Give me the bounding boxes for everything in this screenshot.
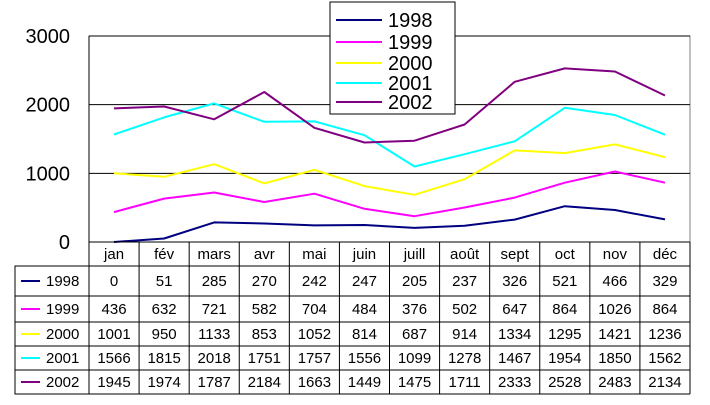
table-cell-value: 704 xyxy=(302,301,327,318)
series-line-1999 xyxy=(113,170,666,218)
table-cell-value: 1236 xyxy=(648,326,681,343)
table-cell-value: 1099 xyxy=(398,350,431,367)
table-cell-value: 864 xyxy=(652,301,677,318)
table-cell-value: 1757 xyxy=(298,350,331,367)
table-cell-value: 1663 xyxy=(298,374,331,391)
category-label-mai: mai xyxy=(302,246,326,263)
table-cell-value: 521 xyxy=(552,273,577,290)
table-cell-value: 1475 xyxy=(398,374,431,391)
category-label-avr: avr xyxy=(254,246,275,263)
table-cell-value: 1945 xyxy=(97,374,130,391)
table-cell-value: 1295 xyxy=(548,326,581,343)
table-cell-value: 436 xyxy=(102,301,127,318)
series-line-2001 xyxy=(113,102,666,168)
table-cell-value: 1449 xyxy=(348,374,381,391)
category-label-déc: déc xyxy=(653,246,678,263)
y-tick-label-0: 0 xyxy=(59,232,70,254)
table-cell-value: 1334 xyxy=(498,326,531,343)
table-cell-value: 1556 xyxy=(348,350,381,367)
category-label-juill: juill xyxy=(403,246,426,263)
table-cell-value: 466 xyxy=(602,273,627,290)
table-cell-value: 502 xyxy=(452,301,477,318)
table-cell-value: 1566 xyxy=(97,350,130,367)
table-series-label-1998: 1998 xyxy=(46,273,79,290)
y-tick-label-2000: 2000 xyxy=(26,95,71,117)
table-cell-value: 1052 xyxy=(298,326,331,343)
table-cell-value: 0 xyxy=(110,273,118,290)
y-tick-label-3000: 3000 xyxy=(26,26,71,48)
table-cell-value: 205 xyxy=(402,273,427,290)
legend-label-2002: 2002 xyxy=(388,92,433,114)
table-cell-value: 582 xyxy=(252,301,277,318)
table-series-label-2000: 2000 xyxy=(46,326,79,343)
table-cell-value: 2333 xyxy=(498,374,531,391)
table-cell-value: 1133 xyxy=(198,326,230,343)
table-cell-value: 1974 xyxy=(147,374,180,391)
table-cell-value: 2018 xyxy=(198,350,231,367)
series-line-2002 xyxy=(113,67,666,144)
table-series-label-2002: 2002 xyxy=(46,374,79,391)
table-cell-value: 632 xyxy=(152,301,177,318)
table-cell-value: 2134 xyxy=(648,374,681,391)
series-line-1998 xyxy=(113,205,666,243)
table-cell-value: 814 xyxy=(352,326,377,343)
table-cell-value: 1421 xyxy=(598,326,631,343)
category-label-juin: juin xyxy=(352,246,376,263)
table-series-label-2001: 2001 xyxy=(46,350,79,367)
y-tick-label-1000: 1000 xyxy=(26,163,71,185)
table-cell-value: 326 xyxy=(502,273,527,290)
table-cell-value: 687 xyxy=(402,326,427,343)
table-cell-value: 1954 xyxy=(548,350,581,367)
table-cell-value: 329 xyxy=(652,273,677,290)
category-label-oct: oct xyxy=(555,246,576,263)
category-label-mars: mars xyxy=(198,246,231,263)
table-cell-value: 1562 xyxy=(648,350,681,367)
category-label-août: août xyxy=(450,246,480,263)
table-cell-value: 864 xyxy=(552,301,577,318)
category-label-jan: jan xyxy=(103,246,124,263)
legend-label-1999: 1999 xyxy=(388,32,433,54)
table-cell-value: 950 xyxy=(152,326,177,343)
table-cell-value: 1751 xyxy=(248,350,281,367)
table-cell-value: 914 xyxy=(452,326,477,343)
table-cell-value: 376 xyxy=(402,301,427,318)
table-cell-value: 1026 xyxy=(598,301,631,318)
legend-label-2000: 2000 xyxy=(388,53,433,75)
category-label-sept: sept xyxy=(501,246,530,263)
table-series-label-1999: 1999 xyxy=(46,301,79,318)
table-cell-value: 247 xyxy=(352,273,377,290)
table-cell-value: 51 xyxy=(156,273,173,290)
table-cell-value: 2184 xyxy=(248,374,281,391)
legend-label-2001: 2001 xyxy=(388,73,433,95)
table-cell-value: 2528 xyxy=(548,374,581,391)
series-line-2000 xyxy=(113,143,666,196)
table-cell-value: 285 xyxy=(202,273,227,290)
table-cell-value: 484 xyxy=(352,301,377,318)
table-cell-value: 1850 xyxy=(598,350,631,367)
table-cell-value: 721 xyxy=(202,301,227,318)
table-cell-value: 1467 xyxy=(498,350,531,367)
table-cell-value: 853 xyxy=(252,326,277,343)
table-cell-value: 1001 xyxy=(97,326,130,343)
table-cell-value: 647 xyxy=(502,301,527,318)
category-label-fév: fév xyxy=(154,246,175,263)
table-cell-value: 1278 xyxy=(448,350,481,367)
table-cell-value: 1787 xyxy=(198,374,231,391)
table-cell-value: 270 xyxy=(252,273,277,290)
category-label-nov: nov xyxy=(603,246,628,263)
table-cell-value: 1815 xyxy=(147,350,180,367)
table-cell-value: 237 xyxy=(452,273,477,290)
table-cell-value: 1711 xyxy=(448,374,480,391)
table-cell-value: 242 xyxy=(302,273,327,290)
legend-label-1998: 1998 xyxy=(388,10,433,32)
table-cell-value: 2483 xyxy=(598,374,631,391)
